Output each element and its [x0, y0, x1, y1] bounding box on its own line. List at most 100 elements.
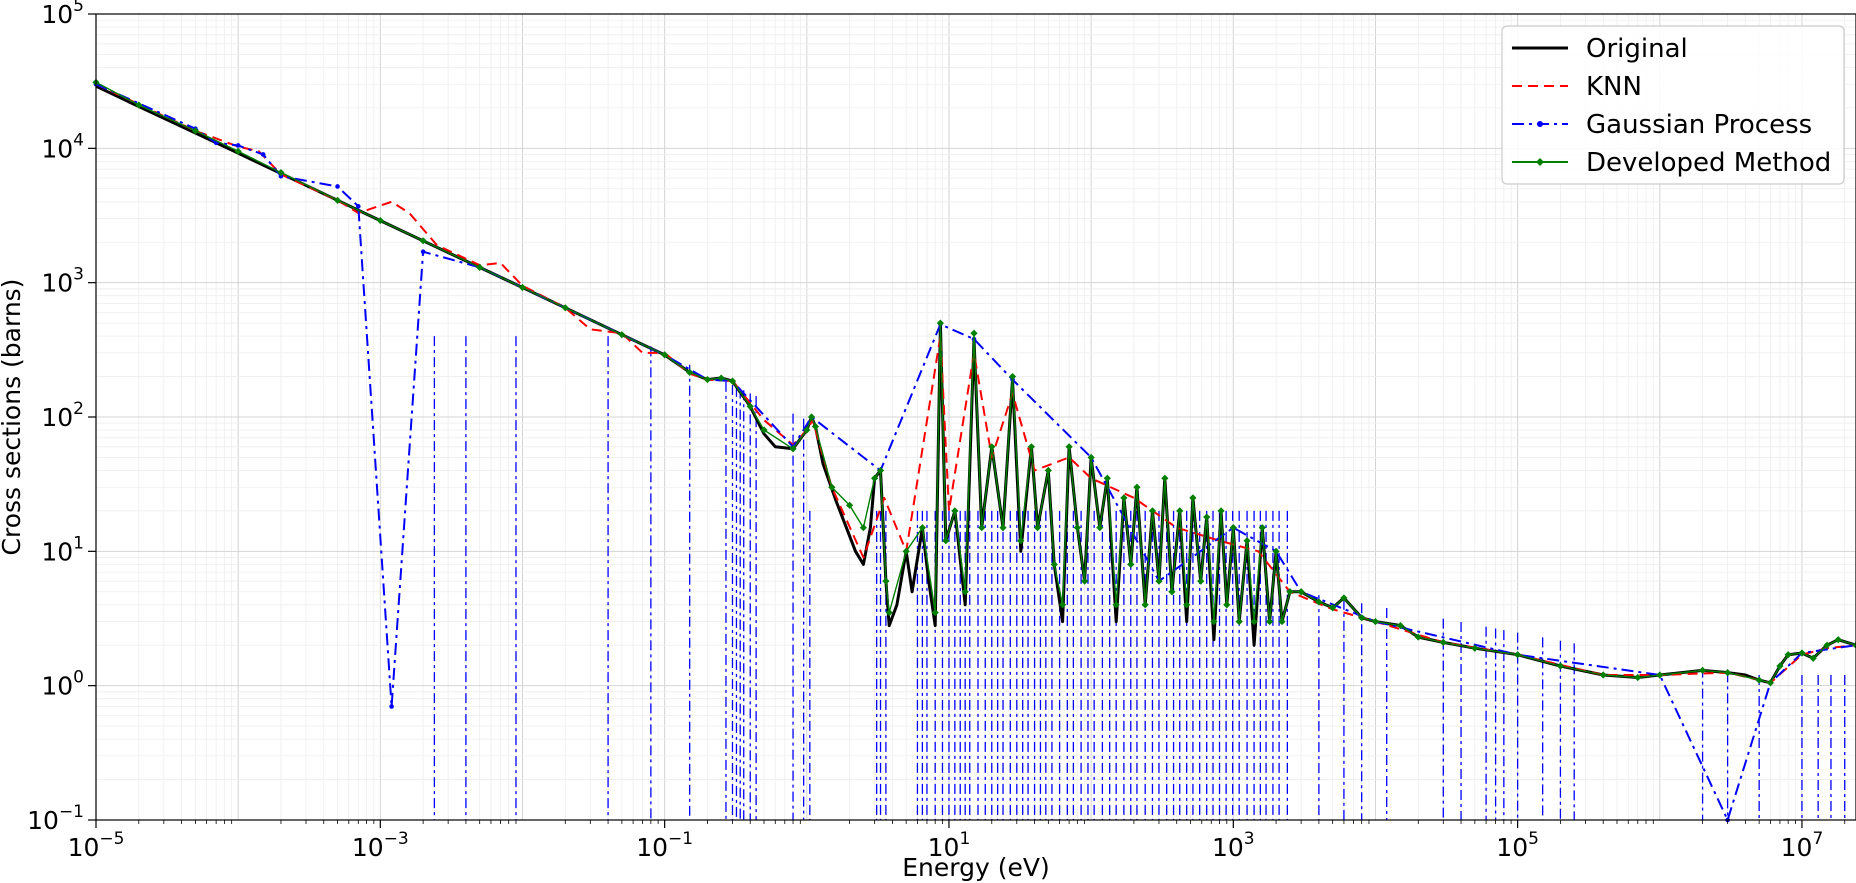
x-tick-label: 101	[928, 829, 971, 862]
developed-method-point	[999, 524, 1007, 532]
developed-method-point	[661, 351, 669, 359]
developed-method-point	[1656, 671, 1664, 679]
developed-method-point	[1155, 577, 1163, 585]
gp-point	[235, 143, 241, 148]
y-tick-label: 102	[41, 399, 84, 432]
developed-method-point	[1556, 662, 1565, 670]
developed-method-point	[1189, 494, 1197, 502]
developed-method-point	[760, 426, 768, 434]
developed-method-point	[1514, 651, 1522, 659]
developed-method-point	[1329, 604, 1337, 612]
developed-method-point	[1823, 641, 1831, 649]
developed-method-point	[1315, 598, 1323, 606]
developed-method-point	[234, 147, 242, 155]
developed-method-point	[885, 608, 893, 617]
y-tick-label: 10−1	[27, 802, 84, 835]
series-line-knn	[95, 83, 1856, 684]
developed-method-point	[978, 524, 986, 532]
developed-method-point	[918, 524, 926, 532]
developed-method-point	[1358, 614, 1366, 622]
developed-method-point	[1258, 524, 1266, 532]
developed-method-point	[1133, 483, 1141, 491]
developed-method-point	[1250, 617, 1258, 626]
axis-ticks: 10−5 10−3 10−1 101 103 105 107 10−1 100 101 102 103…	[27, 0, 1846, 862]
gp-point	[389, 704, 394, 709]
developed-method-point	[1103, 474, 1111, 482]
series-line-gaussian-process	[95, 83, 1856, 821]
y-tick-label: 101	[41, 533, 84, 566]
legend-label: Original	[1586, 34, 1688, 64]
developed-method-point	[961, 588, 969, 596]
developed-method-point	[803, 426, 811, 434]
y-axis-label: Cross sections (barns)	[0, 279, 26, 556]
developed-method-point	[970, 329, 978, 337]
developed-method-point	[746, 402, 754, 410]
legend-label: KNN	[1586, 72, 1642, 102]
developed-method-point	[1414, 633, 1422, 641]
developed-method-point	[1073, 524, 1081, 532]
developed-method-point	[1755, 676, 1763, 684]
developed-method-point	[1471, 644, 1479, 652]
developed-method-point	[135, 101, 143, 109]
developed-method-point	[1081, 577, 1089, 585]
developed-method-point	[686, 368, 694, 376]
developed-method-point	[561, 304, 569, 312]
developed-method-point	[807, 413, 816, 421]
developed-method-point	[1141, 601, 1149, 609]
y-tick-label: 105	[41, 0, 84, 29]
developed-method-point	[1044, 466, 1052, 475]
developed-method-point	[1776, 662, 1784, 670]
y-tick-label: 100	[41, 668, 84, 701]
developed-method-point	[882, 577, 890, 585]
developed-method-point	[931, 608, 939, 617]
developed-method-point	[1127, 560, 1135, 568]
developed-method-point	[936, 319, 944, 327]
developed-method-point	[1176, 507, 1184, 515]
developed-method-point	[988, 443, 996, 451]
developed-method-point	[1120, 494, 1128, 502]
y-tick-label: 104	[41, 130, 84, 163]
developed-method-point	[376, 216, 384, 225]
gp-point	[260, 152, 266, 157]
developed-method-point	[1229, 524, 1237, 532]
developed-method-point	[518, 283, 527, 292]
developed-method-point	[1784, 651, 1792, 659]
x-tick-label: 103	[1212, 829, 1255, 862]
developed-method-point	[828, 483, 836, 491]
x-tick-label: 10−3	[352, 829, 409, 862]
x-tick-label: 10−5	[68, 829, 125, 862]
developed-method-point	[1724, 669, 1732, 677]
developed-method-point	[1168, 588, 1176, 596]
developed-method-point	[1698, 666, 1707, 674]
developed-method-point	[1096, 524, 1104, 532]
developed-method-point	[1087, 453, 1095, 462]
developed-method-point	[902, 547, 910, 555]
developed-method-point	[1439, 638, 1447, 646]
developed-method-point	[1065, 443, 1073, 451]
developed-method-point	[1798, 649, 1806, 657]
developed-method-point	[1148, 507, 1157, 515]
developed-method-point	[1197, 577, 1205, 585]
gp-point	[420, 249, 426, 255]
developed-method-point	[476, 263, 484, 271]
developed-method-point	[1297, 588, 1305, 596]
y-tick-label: 103	[41, 265, 84, 298]
series-line-developed-method	[95, 81, 1856, 684]
developed-method-point	[1766, 679, 1775, 687]
developed-method-point	[1161, 474, 1169, 482]
developed-method-point	[846, 501, 854, 509]
developed-method-point	[618, 331, 626, 339]
developed-method-point	[1809, 654, 1817, 662]
developed-method-point	[942, 537, 950, 545]
developed-method-point	[1235, 617, 1243, 626]
developed-method-point	[1272, 547, 1280, 555]
developed-method-point	[951, 507, 959, 515]
developed-method-point	[1371, 617, 1380, 626]
developed-method-point	[1217, 507, 1225, 515]
developed-method-point	[1340, 594, 1348, 602]
developed-method-point	[1286, 588, 1294, 596]
series-layer	[92, 78, 1856, 823]
developed-method-point	[1396, 621, 1405, 630]
gp-point	[356, 204, 361, 209]
